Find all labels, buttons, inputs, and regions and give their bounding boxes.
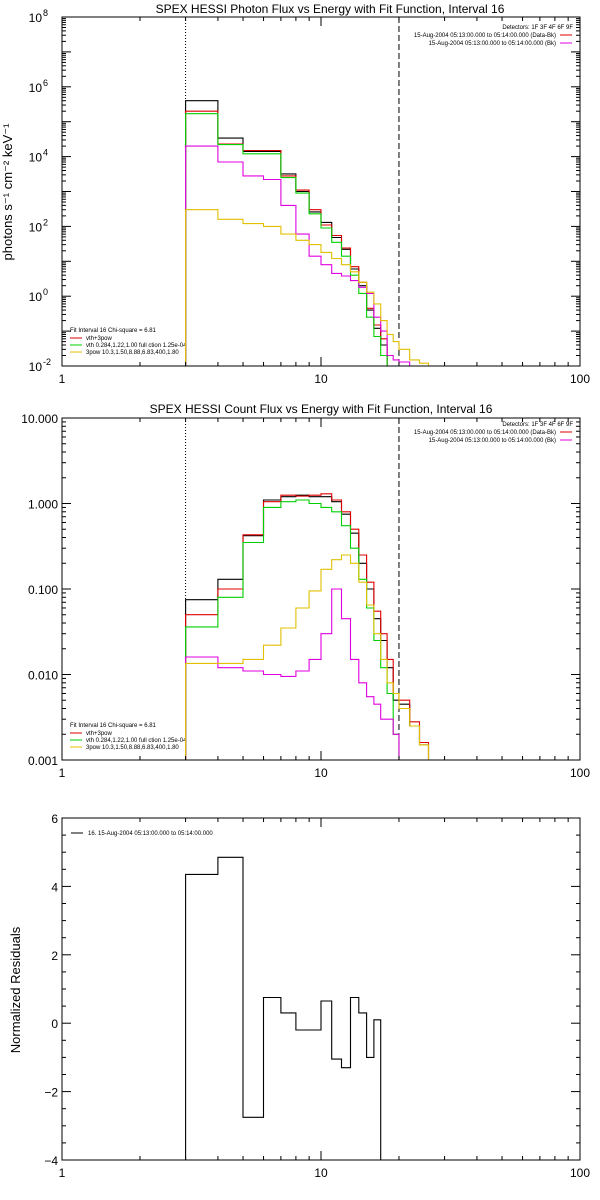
residuals-legend-entry: 16. 15-Aug-2004 05:13:00.000 to 05:14:00…	[88, 831, 213, 837]
data-interval-header-line: 15-Aug-2004 05:13:00.000 to 05:14:00.000…	[414, 33, 556, 39]
y-tick-label: 1.000	[28, 498, 58, 512]
count-flux-panel: SPEX HESSI Count Flux vs Energy with Fit…	[21, 402, 590, 780]
fit-interval-title: Fit Interval 16 Chi-square = 6.81	[70, 723, 157, 729]
series-1-step-line	[185, 493, 430, 760]
residuals-panel: Normalized Residuals 16. 15-Aug-2004 05:…	[8, 812, 590, 1180]
y-tick-label: 0.001	[28, 754, 58, 768]
y-tick-exponent: 4	[43, 148, 48, 158]
detector-header-line-1: Detectors: 1F 3F 4F 6F 9F	[502, 422, 573, 428]
background-interval-header-line: 15-Aug-2004 05:13:00.000 to 05:14:00.000…	[429, 438, 556, 444]
y-tick-label: 10	[29, 151, 43, 165]
photon-flux-title: SPEX HESSI Photon Flux vs Energy with Fi…	[156, 2, 505, 16]
y-tick-label: 10	[29, 220, 43, 234]
fit-legend-entry-thermal: vth 0.284,1.22,1.00 full ction 1.25e-04	[86, 738, 187, 744]
series-0-step-line	[185, 100, 388, 366]
photon-flux-panel: SPEX HESSI Photon Flux vs Energy with Fi…	[0, 2, 590, 386]
x-tick-label: 10	[314, 372, 328, 386]
y-tick-label: 2	[51, 949, 58, 963]
series-3-step-line	[185, 588, 400, 760]
x-tick-label: 1	[59, 372, 66, 386]
y-tick-label: 0	[51, 1017, 58, 1031]
fit-legend-entry-total: vth+3pow	[86, 731, 113, 737]
y-tick-exponent: -2	[43, 357, 51, 367]
x-tick-label: 10	[314, 766, 328, 780]
series-0-step-line	[185, 494, 430, 760]
count-flux-title: SPEX HESSI Count Flux vs Energy with Fit…	[150, 402, 493, 416]
y-tick-label: 0.010	[28, 669, 58, 683]
plot-frame	[61, 817, 581, 1161]
y-tick-label: 10	[29, 11, 43, 25]
residuals-y-axis-label: Normalized Residuals	[8, 926, 23, 1053]
y-tick-label: 10	[29, 290, 43, 304]
data-interval-header-line: 15-Aug-2004 05:13:00.000 to 05:14:00.000…	[414, 430, 556, 436]
x-tick-label: 100	[570, 372, 590, 386]
fit-legend-entry-total: vth+3pow	[86, 336, 113, 342]
series-2-step-line	[185, 113, 388, 366]
y-tick-label: 0.100	[28, 583, 58, 597]
series-2-step-line	[185, 499, 400, 760]
x-tick-label: 100	[570, 1166, 590, 1180]
series-4-step-line	[185, 554, 430, 760]
fit-interval-title: Fit Interval 16 Chi-square = 6.81	[70, 328, 157, 334]
fit-legend-entry-power: 3pow 10.3,1.50,8.88,6.83,400,1.80	[86, 745, 179, 751]
series-3-step-line	[185, 145, 411, 366]
y-tick-label: 6	[51, 812, 58, 826]
fit-legend-entry-power: 3pow 10.3,1.50,8.88,6.83,400,1.80	[86, 350, 179, 356]
x-tick-label: 1	[59, 1166, 66, 1180]
y-tick-label: 10.000	[21, 412, 58, 426]
x-tick-label: 100	[570, 766, 590, 780]
series-4-step-line	[185, 209, 430, 366]
y-tick-label: −4	[44, 1154, 58, 1168]
plot-frame	[61, 16, 581, 367]
y-tick-label: −2	[44, 1086, 58, 1100]
y-tick-label: 4	[51, 880, 58, 894]
x-tick-label: 10	[314, 1166, 328, 1180]
y-tick-exponent: 6	[43, 78, 48, 88]
y-tick-label: 10	[29, 360, 43, 374]
series-1-step-line	[185, 110, 388, 366]
y-tick-label: 10	[29, 81, 43, 95]
y-tick-exponent: 8	[43, 8, 48, 18]
y-tick-exponent: 2	[43, 217, 48, 227]
x-tick-label: 1	[59, 766, 66, 780]
fit-legend-entry-thermal: vth 0.284,1.22,1.00 full ction 1.25e-04	[86, 343, 187, 349]
background-interval-header-line: 15-Aug-2004 05:13:00.000 to 05:14:00.000…	[429, 41, 556, 47]
detector-header-line-1: Detectors: 1F 3F 4F 6F 9F	[502, 25, 573, 31]
photon-flux-y-axis-label: photons s⁻¹ cm⁻² keV⁻¹	[0, 123, 15, 261]
y-tick-exponent: 0	[43, 287, 48, 297]
series-0-step-line	[185, 856, 382, 1160]
